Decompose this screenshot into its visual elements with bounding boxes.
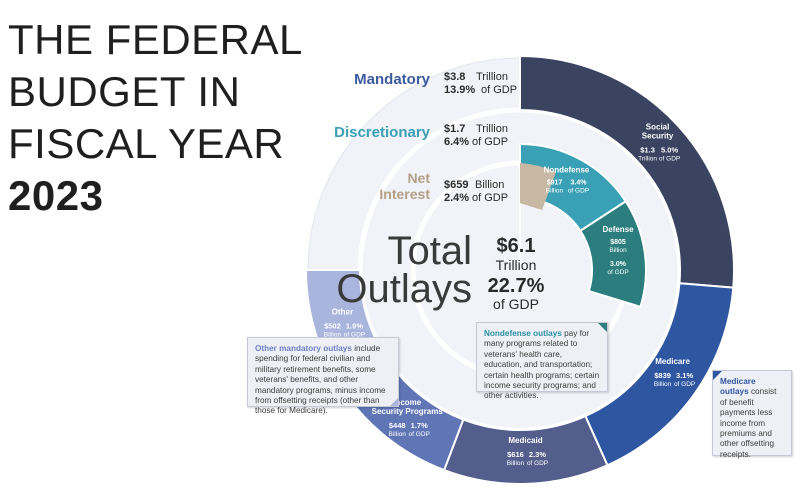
slice-amount-unit: Billion <box>389 431 407 438</box>
slice-amount: $805 <box>610 239 626 246</box>
slice-pct: 5.0% <box>661 145 678 154</box>
note-corner-icon <box>713 371 722 380</box>
discretionary-pct: 6.4% <box>444 136 469 148</box>
slice-label: Medicaid <box>508 436 542 445</box>
slice-pct-suffix: of GDP <box>674 381 695 388</box>
note-other-bold: Other mandatory outlays <box>255 344 352 353</box>
other-mandatory-note: Other mandatory outlays include spending… <box>247 337 399 415</box>
slice-amount: $1.3 <box>640 145 655 154</box>
title-line-1: THE FEDERAL <box>8 16 303 63</box>
slice-pct: 3.4% <box>570 180 587 187</box>
net-interest-unit: Billion <box>475 179 504 191</box>
total-pct-suffix: of GDP <box>493 296 539 312</box>
total-label: Outlays <box>336 267 472 311</box>
slice-label: Income <box>393 398 422 407</box>
net-interest-pct-suffix: of GDP <box>472 192 508 204</box>
slice-amount: $448 <box>389 421 406 430</box>
total-amount: $6.1 <box>497 235 536 257</box>
discretionary-pct-suffix: of GDP <box>472 136 508 148</box>
mandatory-unit: Trillion <box>476 71 508 83</box>
slice-amount: $917 <box>547 180 563 187</box>
slice-pct-suffix: of GDP <box>568 188 589 195</box>
inner-slice-net-interest-wedge <box>520 163 556 210</box>
slice-amount-unit: Billion <box>324 332 342 339</box>
slice-amount: $502 <box>324 322 341 331</box>
medicare-note: Medicare outlays consist of benefit paym… <box>712 370 792 459</box>
slice-amount: $616 <box>507 450 524 459</box>
slice-pct-suffix: of GDP <box>344 332 365 339</box>
slice-amount-unit: Trillion <box>638 155 657 162</box>
inner-slice-defense <box>579 199 647 309</box>
slice-pct: 1.7% <box>411 421 428 430</box>
mandatory-amount: $3.8 <box>444 71 465 83</box>
total-pct: 22.7% <box>488 275 545 297</box>
note-other-text: include spending for federal civilian an… <box>255 344 386 416</box>
mandatory-label: Mandatory <box>354 71 431 88</box>
note-corner-icon <box>598 323 607 332</box>
total-label: Total <box>388 229 473 273</box>
slice-amount-unit: Billion <box>507 460 525 467</box>
note-nondefense-bold: Nondefense outlays <box>484 329 562 338</box>
mandatory-pct: 13.9% <box>444 84 475 96</box>
slice-pct-suffix: of GDP <box>607 269 628 276</box>
slice-label: Defense <box>602 225 634 234</box>
slice-amount-unit: Billion <box>654 381 672 388</box>
slice-pct: 3.1% <box>676 371 693 380</box>
title-line-2: BUDGET IN <box>8 68 241 115</box>
net-interest-amount: $659 <box>444 179 468 191</box>
note-medicare-text: consist of benefit payments less income … <box>720 387 777 459</box>
slice-label: Social <box>646 122 670 131</box>
slice-pct: 1.9% <box>346 322 363 331</box>
note-corner-icon <box>390 398 398 406</box>
slice-pct: 2.3% <box>529 450 546 459</box>
net-interest-label: Net <box>407 170 430 186</box>
page-title: THE FEDERAL BUDGET IN FISCAL YEAR 2023 <box>8 14 303 222</box>
note-nondefense-text: pay for many programs related to veteran… <box>484 329 600 401</box>
slice-pct-suffix: of GDP <box>409 431 430 438</box>
discretionary-label: Discretionary <box>334 124 431 141</box>
slice-pct-suffix: of GDP <box>659 155 680 162</box>
title-year: 2023 <box>8 172 104 219</box>
slice-amount-unit: Billion <box>546 188 564 195</box>
slice-label: Nondefense <box>544 166 590 175</box>
net-interest-pct: 2.4% <box>444 192 469 204</box>
slice-label: Other <box>332 308 353 317</box>
discretionary-amount: $1.7 <box>444 123 465 135</box>
slice-pct-suffix: of GDP <box>527 460 548 467</box>
slice-label: Security Programs <box>372 407 444 416</box>
note-medicare-bold: Medicare outlays <box>720 377 756 397</box>
total-unit: Trillion <box>496 257 537 273</box>
mandatory-pct-suffix: of GDP <box>481 84 517 96</box>
title-line-3: FISCAL YEAR <box>8 120 285 167</box>
net-interest-label: Interest <box>379 186 430 202</box>
slice-amount: $839 <box>654 371 671 380</box>
slice-amount-unit: Billion <box>609 247 627 254</box>
discretionary-unit: Trillion <box>476 123 508 135</box>
slice-label: Security <box>642 131 674 140</box>
nondefense-note: Nondefense outlays pay for many programs… <box>476 322 608 400</box>
slice-label: Medicare <box>655 357 690 366</box>
slice-pct: 3.0% <box>610 261 627 268</box>
